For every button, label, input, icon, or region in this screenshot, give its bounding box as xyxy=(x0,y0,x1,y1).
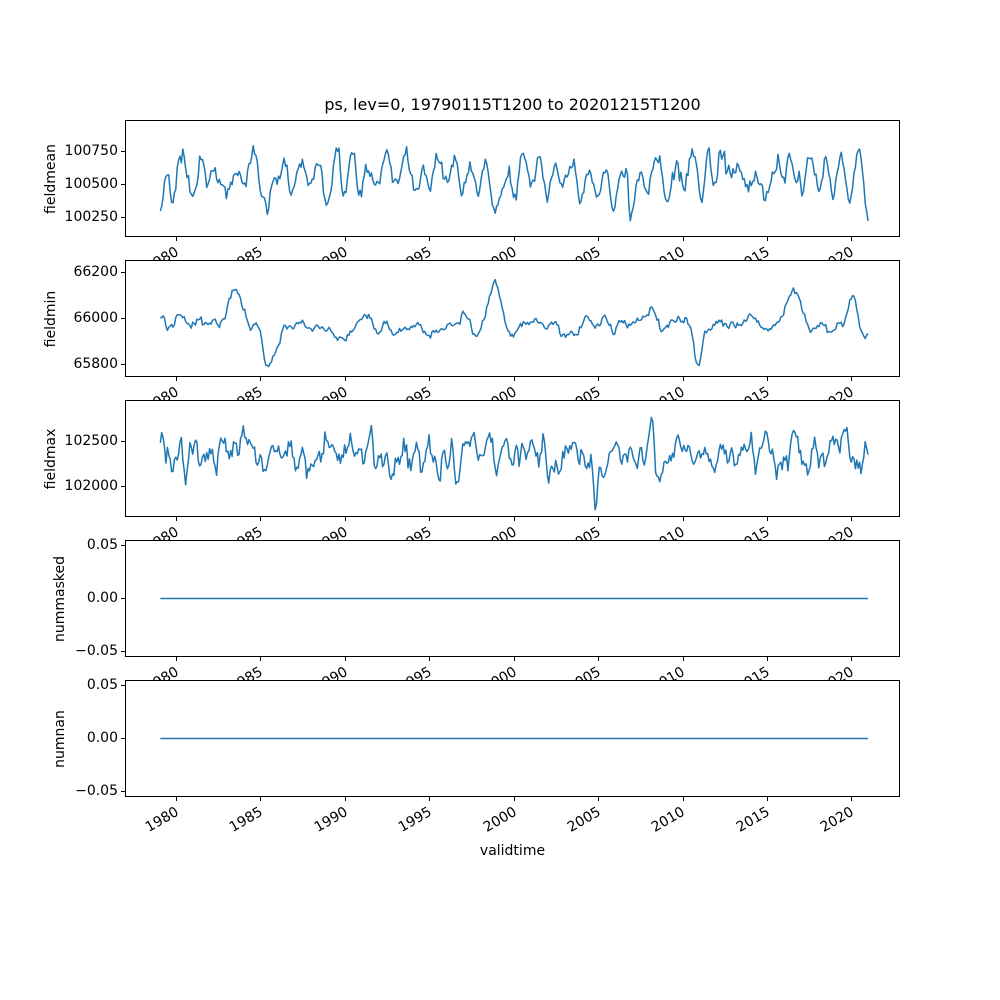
y-tick-mark xyxy=(121,685,125,687)
x-tick-mark xyxy=(260,657,262,661)
x-tick-mark xyxy=(344,657,346,661)
y-tick-mark xyxy=(121,184,125,186)
x-tick-mark xyxy=(429,797,431,801)
x-tick-mark xyxy=(851,237,853,241)
y-tick-mark xyxy=(121,151,125,153)
y-tick-mark xyxy=(121,598,125,599)
y-tick-label: 100500 xyxy=(64,176,118,193)
x-tick-mark xyxy=(260,237,262,241)
x-tick-mark xyxy=(851,377,853,381)
x-tick-mark xyxy=(766,657,768,661)
x-tick-mark xyxy=(766,237,768,241)
y-tick-mark xyxy=(121,364,125,366)
y-tick-label: 102500 xyxy=(64,433,118,450)
y-tick-mark xyxy=(121,738,125,739)
x-tick-mark xyxy=(598,377,600,381)
x-tick-mark xyxy=(682,237,684,241)
y-tick-mark xyxy=(121,486,125,488)
data-line-fieldmin xyxy=(160,278,869,368)
chart-title: ps, lev=0, 19790115T1200 to 20201215T120… xyxy=(324,95,701,114)
x-tick-label: 2005 xyxy=(564,804,604,836)
x-tick-mark xyxy=(429,237,431,241)
x-tick-mark xyxy=(429,377,431,381)
y-tick-label: −0.05 xyxy=(75,782,118,799)
y-tick-mark xyxy=(121,217,125,219)
y-tick-label: 0.05 xyxy=(86,677,118,694)
y-tick-label: −0.05 xyxy=(75,642,118,659)
x-tick-mark xyxy=(344,377,346,381)
y-tick-mark xyxy=(121,650,125,652)
x-tick-mark xyxy=(682,517,684,521)
y-tick-mark xyxy=(121,790,125,792)
x-tick-mark xyxy=(175,237,177,241)
x-tick-mark xyxy=(175,377,177,381)
x-tick-mark xyxy=(429,657,431,661)
x-tick-mark xyxy=(429,517,431,521)
x-tick-mark xyxy=(598,657,600,661)
x-tick-label: 1980 xyxy=(142,804,182,836)
x-tick-label: 2015 xyxy=(733,804,773,836)
x-tick-mark xyxy=(344,797,346,801)
data-line-fieldmean xyxy=(159,144,869,222)
y-tick-label: 66200 xyxy=(73,263,118,280)
x-tick-mark xyxy=(682,377,684,381)
y-tick-label: 100750 xyxy=(64,143,118,160)
x-tick-mark xyxy=(344,517,346,521)
x-tick-label: 1985 xyxy=(227,804,266,836)
x-tick-label: 2000 xyxy=(480,804,520,836)
x-tick-label: 2010 xyxy=(649,804,689,836)
y-tick-label: 66000 xyxy=(73,310,118,326)
x-tick-mark xyxy=(513,237,515,241)
x-tick-label: 1995 xyxy=(395,804,435,836)
x-tick-mark xyxy=(513,657,515,661)
y-tick-label: 100250 xyxy=(64,209,118,226)
x-tick-mark xyxy=(260,517,262,521)
x-tick-mark xyxy=(598,237,600,241)
y-tick-label: 0.05 xyxy=(86,537,118,554)
y-tick-label: 0.00 xyxy=(86,730,118,746)
x-tick-mark xyxy=(513,797,515,801)
data-line-fieldmax xyxy=(159,416,869,511)
y-tick-mark xyxy=(121,271,125,273)
x-tick-mark xyxy=(682,797,684,801)
y-tick-label: 102000 xyxy=(64,478,118,495)
axes-nummasked xyxy=(125,540,900,657)
x-tick-mark xyxy=(766,377,768,381)
y-tick-mark xyxy=(121,441,125,443)
axes-fieldmax xyxy=(125,400,900,517)
x-tick-mark xyxy=(851,797,853,801)
x-axis-label: validtime xyxy=(479,843,546,859)
x-tick-mark xyxy=(598,797,600,801)
axes-fieldmean xyxy=(125,120,900,237)
x-tick-mark xyxy=(175,797,177,801)
x-tick-mark xyxy=(513,517,515,521)
x-tick-label: 2020 xyxy=(818,804,857,836)
axes-fieldmin xyxy=(125,260,900,377)
y-tick-label: 65800 xyxy=(73,356,118,373)
x-tick-mark xyxy=(175,657,177,661)
y-tick-mark xyxy=(121,545,125,547)
x-tick-mark xyxy=(851,517,853,521)
x-tick-mark xyxy=(260,377,262,381)
y-axis-label-fieldmax: fieldmax xyxy=(43,428,59,489)
x-tick-mark xyxy=(682,657,684,661)
y-tick-label: 0.00 xyxy=(86,590,118,606)
x-tick-mark xyxy=(766,797,768,801)
y-tick-mark xyxy=(121,318,125,319)
x-tick-mark xyxy=(175,517,177,521)
x-tick-mark xyxy=(260,797,262,801)
x-tick-mark xyxy=(766,517,768,521)
x-tick-mark xyxy=(851,657,853,661)
x-tick-mark xyxy=(598,517,600,521)
x-tick-mark xyxy=(344,237,346,241)
x-tick-label: 1990 xyxy=(311,804,351,836)
axes-numnan xyxy=(125,680,900,797)
x-tick-mark xyxy=(513,377,515,381)
